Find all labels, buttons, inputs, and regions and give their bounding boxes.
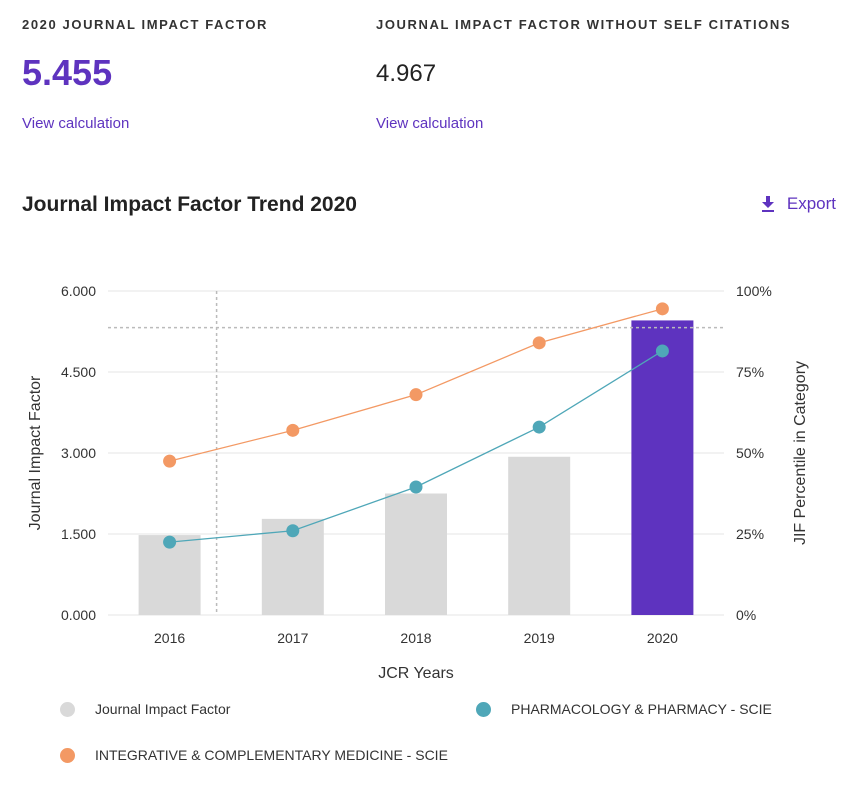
point-integrative-complementary-medicine-2019: [532, 336, 546, 350]
chart-title: Journal Impact Factor Trend 2020: [22, 193, 357, 216]
jif-without-self-citations-value: 4.967: [376, 60, 437, 87]
point-integrative-complementary-medicine-2020: [655, 302, 669, 316]
y-tick-label: 4.500: [61, 364, 96, 380]
jif-without-self-citations-label: JOURNAL IMPACT FACTOR WITHOUT SELF CITAT…: [376, 17, 792, 32]
legend-label: PHARMACOLOGY & PHARMACY - SCIE: [511, 701, 772, 717]
point-integrative-complementary-medicine-2018: [409, 388, 423, 402]
x-tick-label: 2016: [154, 630, 185, 646]
y2-tick-label: 75%: [736, 364, 764, 380]
point-pharmacology-pharmacy-2016: [163, 535, 177, 549]
point-pharmacology-pharmacy-2017: [286, 524, 300, 538]
y-tick-label: 0.000: [61, 607, 96, 623]
x-tick-label: 2019: [524, 630, 555, 646]
jif-value: 5.455: [22, 52, 113, 93]
jif-without-self-citations-view-calculation-link[interactable]: View calculation: [376, 115, 484, 132]
y2-axis-title: JIF Percentile in Category: [792, 361, 809, 545]
point-pharmacology-pharmacy-2018: [409, 480, 423, 494]
y2-tick-label: 0%: [736, 607, 756, 623]
export-button[interactable]: Export: [761, 194, 836, 214]
y-axis-title: Journal Impact Factor: [27, 375, 44, 530]
y-tick-label: 1.500: [61, 526, 96, 542]
legend-label: Journal Impact Factor: [95, 701, 231, 717]
jif-label: 2020 JOURNAL IMPACT FACTOR: [22, 17, 269, 32]
line-integrative-complementary-medicine: [169, 308, 663, 462]
point-pharmacology-pharmacy-2019: [532, 420, 546, 434]
legend-label: INTEGRATIVE & COMPLEMENTARY MEDICINE - S…: [95, 747, 448, 763]
export-label: Export: [786, 194, 836, 213]
legend-item-integrative-complementary-medicine[interactable]: INTEGRATIVE & COMPLEMENTARY MEDICINE - S…: [60, 747, 448, 763]
y2-tick-label: 25%: [736, 526, 764, 542]
legend-swatch: [476, 701, 491, 717]
legend-swatch: [60, 701, 75, 717]
point-integrative-complementary-medicine-2016: [163, 454, 177, 468]
point-pharmacology-pharmacy-2020: [655, 344, 669, 358]
x-tick-label: 2017: [277, 630, 308, 646]
y2-tick-label: 100%: [736, 283, 772, 299]
jif-view-calculation-link[interactable]: View calculation: [22, 115, 130, 132]
download-icon: [761, 196, 774, 212]
x-tick-label: 2018: [400, 630, 431, 646]
point-integrative-complementary-medicine-2017: [286, 423, 300, 437]
y2-tick-label: 50%: [736, 445, 764, 461]
legend-swatch: [60, 747, 75, 763]
legend-item-pharmacology-pharmacy[interactable]: PHARMACOLOGY & PHARMACY - SCIE: [476, 701, 772, 717]
x-tick-label: 2020: [647, 630, 678, 646]
bar-2020: [631, 320, 694, 615]
bar-2019: [508, 456, 571, 615]
bar-2018: [385, 493, 447, 615]
legend-item-journal-impact-factor[interactable]: Journal Impact Factor: [60, 701, 230, 717]
y-tick-label: 3.000: [61, 445, 96, 461]
x-axis-title: JCR Years: [378, 665, 454, 682]
y-tick-label: 6.000: [61, 283, 96, 299]
jif-trend-chart: 0.000 1.500 3.000 4.500 6.000 0% 25% 50% 75% 100%…: [27, 283, 809, 682]
